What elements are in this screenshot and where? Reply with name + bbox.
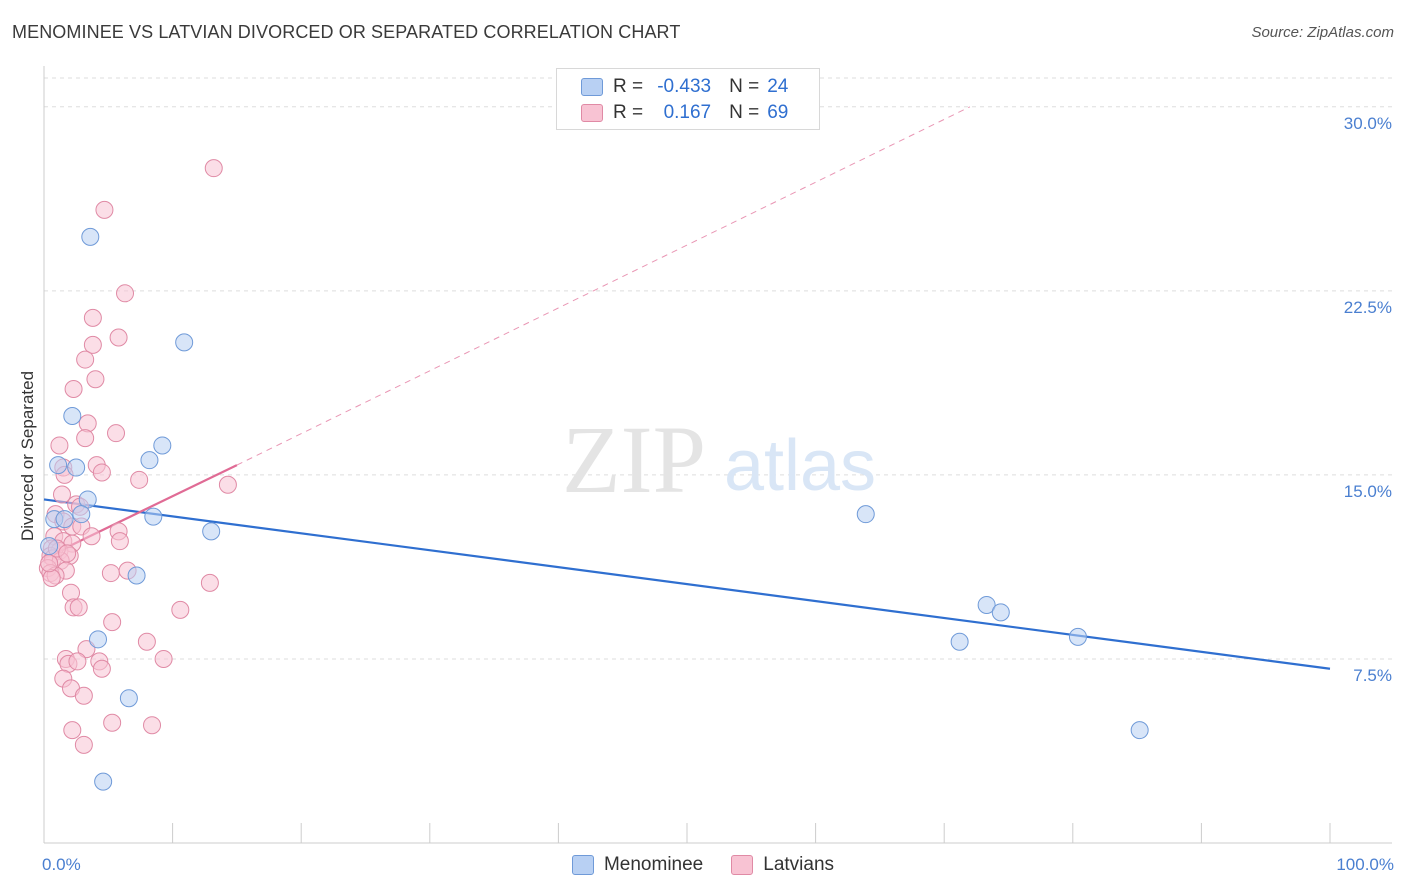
data-point-latvians bbox=[116, 284, 135, 303]
y-tick-label: 15.0% bbox=[1344, 482, 1392, 501]
data-point-latvians bbox=[83, 335, 102, 354]
axis-layer bbox=[43, 66, 1392, 844]
legend-n-label: N = bbox=[729, 102, 760, 123]
data-point-menominee bbox=[81, 227, 100, 246]
data-point-latvians bbox=[77, 640, 96, 659]
data-point-latvians bbox=[218, 475, 237, 494]
legend-n-value: 24 bbox=[767, 76, 789, 97]
y-tick-label: 30.0% bbox=[1344, 114, 1392, 133]
data-point-latvians bbox=[76, 429, 95, 448]
data-point-menominee bbox=[856, 505, 875, 524]
data-point-latvians bbox=[95, 200, 114, 219]
data-point-latvians bbox=[82, 527, 101, 546]
data-point-latvians bbox=[92, 659, 111, 678]
data-point-menominee bbox=[977, 595, 996, 614]
data-point-latvians bbox=[92, 463, 111, 482]
data-point-menominee bbox=[89, 630, 108, 649]
data-point-menominee bbox=[55, 510, 74, 529]
data-point-latvians bbox=[64, 380, 83, 399]
data-point-menominee bbox=[144, 507, 163, 526]
data-point-latvians bbox=[58, 544, 77, 563]
trend-extension-latvians bbox=[236, 106, 971, 466]
data-point-menominee bbox=[40, 537, 59, 556]
data-point-menominee bbox=[991, 603, 1010, 622]
data-point-menominee bbox=[153, 436, 172, 455]
trend-line-menominee bbox=[43, 498, 1331, 670]
tick-label-layer: 7.5% 15.0% 22.5% 30.0% 0.0% 100.0% bbox=[42, 114, 1394, 874]
legend-swatch-latvians bbox=[581, 104, 603, 122]
data-point-menominee bbox=[63, 407, 82, 426]
data-point-menominee bbox=[49, 456, 68, 475]
trend-layer bbox=[43, 106, 1331, 670]
correlation-legend: R = -0.433 N = 24 R = 0.167 N = 69 bbox=[556, 68, 820, 130]
data-point-latvians bbox=[76, 350, 95, 369]
watermark-zip: ZIP bbox=[562, 406, 706, 513]
chart-title: MENOMINEE VS LATVIAN DIVORCED OR SEPARAT… bbox=[12, 22, 681, 42]
data-point-menominee bbox=[140, 451, 159, 470]
data-point-latvians bbox=[110, 532, 129, 551]
data-point-menominee bbox=[127, 566, 146, 585]
data-point-latvians bbox=[171, 600, 190, 619]
data-point-menominee bbox=[1068, 627, 1087, 646]
legend-row-latvians: R = 0.167 N = 69 bbox=[581, 101, 788, 125]
series-swatch-latvians bbox=[731, 855, 754, 875]
watermark: ZIP atlas bbox=[562, 406, 876, 513]
legend-r-value: 0.167 bbox=[663, 102, 712, 123]
data-point-latvians bbox=[109, 328, 128, 347]
data-point-latvians bbox=[63, 721, 82, 740]
data-point-latvians bbox=[68, 652, 87, 671]
data-point-menominee bbox=[950, 632, 969, 651]
data-point-latvians bbox=[69, 598, 88, 617]
data-point-latvians bbox=[78, 414, 97, 433]
data-point-latvians bbox=[53, 485, 72, 504]
x-tick-label: 100.0% bbox=[1336, 855, 1394, 874]
data-point-latvians bbox=[204, 159, 223, 178]
data-point-latvians bbox=[137, 632, 156, 651]
data-point-latvians bbox=[74, 686, 93, 705]
data-point-latvians bbox=[200, 573, 219, 592]
series-label-menominee: Menominee bbox=[603, 854, 704, 875]
data-point-latvians bbox=[50, 436, 69, 455]
series-legend-menominee[interactable]: Menominee bbox=[571, 854, 704, 876]
series-legend: Menominee Latvians bbox=[0, 852, 1406, 878]
points-layer bbox=[38, 159, 1149, 791]
grid-layer bbox=[44, 77, 1392, 660]
legend-row-menominee: R = -0.433 N = 24 bbox=[581, 75, 788, 99]
legend-n-value: 69 bbox=[767, 102, 789, 123]
data-point-latvians bbox=[107, 424, 126, 443]
x-tick-label: 0.0% bbox=[42, 855, 81, 874]
series-legend-latvians[interactable]: Latvians bbox=[731, 854, 834, 876]
data-point-menominee bbox=[119, 689, 138, 708]
data-point-latvians bbox=[83, 308, 102, 327]
data-point-latvians bbox=[154, 649, 173, 668]
y-tick-label: 7.5% bbox=[1353, 666, 1392, 685]
watermark-atlas: atlas bbox=[724, 426, 876, 506]
data-point-menominee bbox=[94, 772, 113, 791]
data-point-menominee bbox=[175, 333, 194, 352]
data-point-latvians bbox=[86, 370, 105, 389]
y-tick-label: 22.5% bbox=[1344, 298, 1392, 317]
data-point-latvians bbox=[42, 568, 61, 587]
source-label: Source: ZipAtlas.com bbox=[1251, 24, 1394, 41]
series-swatch-menominee bbox=[571, 855, 594, 875]
data-point-latvians bbox=[74, 735, 93, 754]
series-label-latvians: Latvians bbox=[763, 854, 835, 875]
data-point-latvians bbox=[103, 613, 122, 632]
legend-n-label: N = bbox=[729, 76, 760, 97]
data-point-menominee bbox=[72, 505, 91, 524]
data-point-menominee bbox=[202, 522, 221, 541]
data-point-latvians bbox=[130, 470, 149, 489]
legend-r-label: R = bbox=[613, 76, 644, 97]
data-point-latvians bbox=[143, 716, 162, 735]
data-point-menominee bbox=[1130, 721, 1149, 740]
data-point-latvians bbox=[103, 713, 122, 732]
legend-swatch-menominee bbox=[581, 78, 603, 96]
legend-r-label: R = bbox=[613, 102, 644, 123]
data-point-menominee bbox=[67, 458, 86, 477]
legend-r-value: -0.433 bbox=[657, 76, 712, 97]
data-point-latvians bbox=[101, 564, 120, 583]
